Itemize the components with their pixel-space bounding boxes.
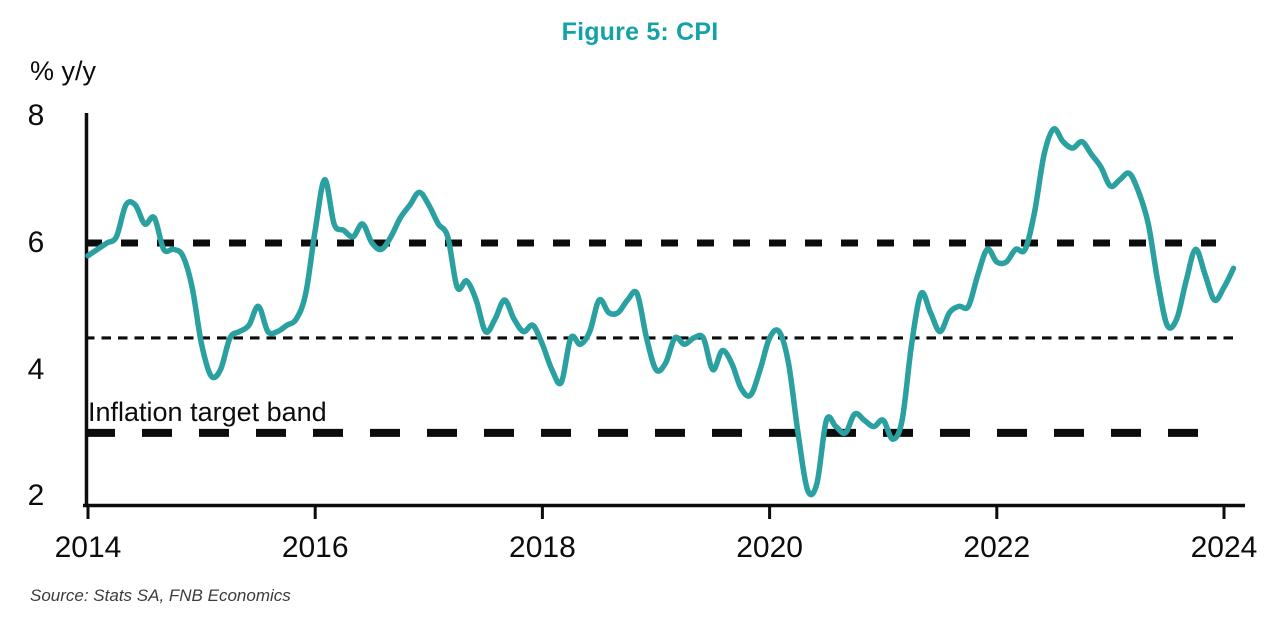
chart-title: Figure 5: CPI	[561, 18, 719, 46]
x-axis-tick-label: 2018	[509, 531, 576, 564]
x-axis-tick-label: 2020	[736, 531, 803, 564]
x-axis-tick-label: 2014	[54, 531, 122, 564]
y-axis-unit-label: % y/y	[30, 56, 97, 86]
y-axis-tick-label: 6	[27, 226, 45, 259]
inflation-target-band-label: Inflation target band	[88, 397, 327, 427]
x-axis-tick-label: 2024	[1190, 531, 1258, 564]
y-axis-tick-label: 8	[27, 99, 45, 133]
y-axis-tick-label: 4	[27, 352, 45, 386]
x-axis-tick-label: 2022	[963, 531, 1031, 564]
x-axis-tick-label: 2016	[281, 531, 349, 564]
cpi-line	[85, 126, 1237, 498]
source-note: Source: Stats SA, FNB Economics	[30, 586, 291, 605]
y-axis-tick-label: 2	[27, 479, 45, 513]
